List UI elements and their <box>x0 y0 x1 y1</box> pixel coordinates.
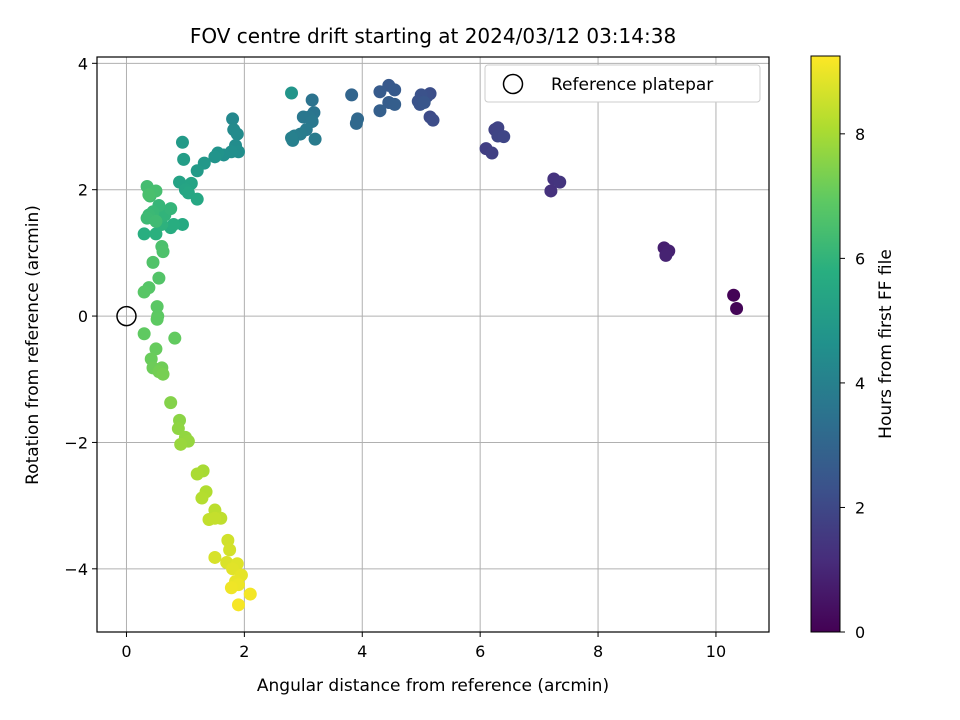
data-point <box>544 184 558 198</box>
reference-platepar-marker <box>116 305 137 327</box>
data-point <box>388 83 402 97</box>
data-point <box>208 511 222 525</box>
colorbar-label: Hours from first FF file <box>876 249 896 439</box>
legend: Reference platepar <box>484 64 761 103</box>
data-point <box>149 214 163 228</box>
data-point <box>659 248 673 262</box>
data-point <box>426 113 440 127</box>
data-point <box>152 271 166 285</box>
colorbar-tick-label: 0 <box>855 623 865 642</box>
x-tick-label: 2 <box>239 642 249 661</box>
y-axis-label: Rotation from reference (arcmin) <box>23 205 43 485</box>
data-point <box>730 301 744 315</box>
y-tick-label: 4 <box>78 54 88 73</box>
data-point <box>150 312 164 326</box>
legend-label: Reference platepar <box>551 75 713 95</box>
x-tick-label: 0 <box>121 642 131 661</box>
data-point <box>285 86 299 100</box>
scatter-points <box>137 78 744 612</box>
legend-open-circle-marker <box>502 73 524 95</box>
data-point <box>553 175 567 189</box>
data-point <box>174 437 188 451</box>
data-point <box>150 300 164 314</box>
data-point <box>190 164 204 178</box>
data-point <box>137 285 151 299</box>
data-point <box>175 135 189 149</box>
data-point <box>417 95 431 109</box>
colorbar-tick-label: 2 <box>855 498 865 517</box>
x-axis-label: Angular distance from reference (arcmin) <box>257 676 609 696</box>
data-point <box>137 327 151 341</box>
plot-area-frame <box>96 56 770 633</box>
data-point <box>727 288 741 302</box>
data-point <box>231 598 245 612</box>
data-point <box>168 331 182 345</box>
data-point <box>149 342 163 356</box>
data-point <box>497 130 511 144</box>
data-point <box>285 131 299 145</box>
chart-title: FOV centre drift starting at 2024/03/12 … <box>190 24 676 48</box>
y-axis-ticks: −4 −2 0 2 4 <box>64 54 97 579</box>
x-axis-ticks: 0 2 4 6 8 10 <box>121 632 726 661</box>
x-tick-label: 6 <box>475 642 485 661</box>
data-point <box>156 245 170 259</box>
data-point <box>146 255 160 269</box>
colorbar: 0 2 4 6 8 Hours from first FF file <box>810 55 896 642</box>
data-point <box>345 88 359 102</box>
y-tick-label: 0 <box>78 307 88 326</box>
data-point <box>171 422 185 436</box>
y-tick-label: −4 <box>64 560 88 579</box>
data-point <box>373 104 387 118</box>
colorbar-gradient <box>810 55 841 633</box>
data-point <box>208 550 222 564</box>
data-point <box>164 202 178 216</box>
plot-area-background <box>97 57 769 632</box>
data-point <box>142 188 156 202</box>
data-point <box>167 217 181 231</box>
data-point <box>226 112 240 126</box>
x-tick-label: 4 <box>357 642 367 661</box>
y-tick-label: 2 <box>78 181 88 200</box>
data-point <box>190 467 204 481</box>
data-point <box>373 85 387 99</box>
data-point <box>164 396 178 410</box>
data-point <box>195 491 209 505</box>
x-tick-label: 10 <box>706 642 726 661</box>
data-point <box>149 227 163 241</box>
data-point <box>349 116 363 130</box>
data-point <box>308 132 322 146</box>
legend-box <box>484 64 761 103</box>
data-point <box>190 192 204 206</box>
data-point <box>224 581 238 595</box>
colorbar-tick-label: 4 <box>855 374 865 393</box>
data-point <box>137 227 151 241</box>
y-tick-label: −2 <box>64 433 88 452</box>
data-point <box>156 367 170 381</box>
data-point <box>230 127 244 141</box>
data-point <box>388 97 402 111</box>
x-tick-label: 8 <box>593 642 603 661</box>
data-point <box>208 150 222 164</box>
data-point <box>485 146 499 160</box>
data-point <box>243 587 257 601</box>
data-point <box>177 152 191 166</box>
colorbar-tick-label: 6 <box>855 249 865 268</box>
data-point <box>305 93 319 107</box>
data-point <box>223 543 237 557</box>
colorbar-ticks: 0 2 4 6 8 <box>840 125 865 642</box>
colorbar-tick-label: 8 <box>855 125 865 144</box>
